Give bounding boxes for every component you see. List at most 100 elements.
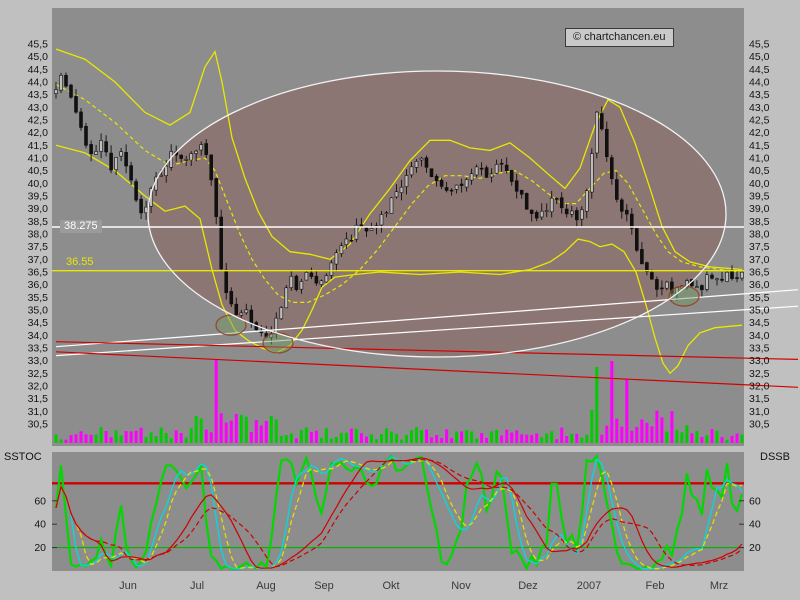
volume-bar (74, 434, 78, 443)
volume-bar (334, 437, 338, 443)
volume-bar (740, 434, 744, 443)
candle-body (459, 183, 464, 186)
volume-bar (139, 427, 143, 443)
candle-body (484, 167, 489, 178)
volume-bar (570, 433, 574, 443)
volume-bar (485, 437, 489, 443)
candle-body (79, 111, 83, 128)
candle-body (369, 228, 374, 231)
candle-body (624, 209, 629, 215)
volume-bars (54, 360, 744, 443)
volume-bar (665, 431, 669, 443)
candle-body (329, 262, 334, 276)
volume-bar (655, 410, 659, 443)
volume-bar (314, 430, 318, 443)
volume-bar (54, 434, 58, 443)
volume-bar (635, 426, 639, 443)
volume-bar (89, 434, 93, 443)
y-axis-label-left: 31,0 (28, 406, 49, 418)
volume-bar (114, 430, 118, 443)
candle-body (409, 166, 414, 176)
volume-bar (239, 414, 243, 443)
y-axis-label-left: 45,0 (28, 51, 49, 63)
volume-bar (575, 433, 579, 443)
y-axis-label-left: 42,5 (28, 115, 49, 127)
bollinger-upper (55, 48, 743, 271)
y-axis-label-left: 43,0 (28, 102, 49, 114)
volume-bar (695, 431, 699, 443)
y-axis-label-right: 43,5 (749, 89, 770, 101)
candle-body (524, 193, 529, 210)
y-axis-label-right: 38,5 (749, 216, 770, 228)
volume-bar (109, 437, 113, 443)
candle-body (439, 179, 444, 187)
volume-bar (134, 430, 138, 443)
volume-bar (64, 439, 68, 443)
candle-body (399, 186, 404, 193)
candle-body (735, 277, 739, 279)
y-axis-label-right: 37,0 (749, 254, 770, 266)
y-axis-label-left: 37,5 (28, 241, 49, 253)
bollinger-lower (55, 144, 743, 375)
candle-body (339, 245, 344, 254)
candle-body (655, 279, 659, 290)
candle-body (119, 151, 123, 157)
osc-label-right: 40 (749, 519, 761, 531)
candle-body (124, 152, 128, 167)
y-axis-label-left: 44,0 (28, 77, 49, 89)
volume-bar (690, 433, 694, 443)
volume-bar (299, 429, 303, 443)
candle-body (559, 197, 564, 209)
volume-bar (705, 435, 709, 443)
candle-body (599, 113, 604, 130)
volume-bar (359, 433, 363, 443)
candle-body (69, 84, 73, 98)
volume-bar (154, 436, 158, 443)
volume-bar (450, 438, 454, 443)
volume-bar (309, 432, 313, 443)
volume-bar (470, 431, 474, 443)
volume-bar (420, 430, 423, 443)
candle-body (544, 210, 549, 212)
candle-body (184, 159, 188, 161)
y-axis-label-left: 34,0 (28, 330, 49, 342)
volume-bar (269, 416, 273, 443)
month-label: Jul (190, 580, 204, 592)
volume-bar (149, 432, 153, 443)
candle-body (289, 275, 294, 288)
volume-bar (490, 431, 494, 443)
volume-bar (179, 433, 183, 443)
volume-bar (430, 437, 433, 443)
candle-body (634, 228, 639, 251)
volume-bar (425, 429, 428, 443)
y-axis-label-right: 31,0 (749, 406, 770, 418)
volume-bar (685, 425, 689, 443)
volume-bar (580, 437, 584, 443)
volume-bar (339, 432, 343, 443)
candle-body (144, 206, 148, 214)
volume-bar (349, 428, 353, 443)
candle-body (309, 272, 314, 277)
y-axis-label-left: 33,5 (28, 343, 49, 355)
volume-bar (605, 425, 609, 443)
candle-body (469, 173, 474, 181)
volume-bar (264, 421, 268, 443)
candle-body (629, 213, 634, 229)
volume-bar (164, 432, 168, 443)
y-axis-label-right: 38,0 (749, 229, 770, 241)
volume-bar (59, 439, 63, 443)
volume-bar (720, 437, 724, 443)
volume-bar (284, 435, 288, 443)
y-axis-label-right: 35,0 (749, 305, 770, 317)
osc-series-fast-k (54, 454, 744, 570)
candle-body (584, 190, 589, 212)
trendline-declining-red-2 (55, 351, 799, 388)
candle-body (614, 179, 619, 200)
month-label: Jun (119, 580, 137, 592)
volume-bar (715, 430, 719, 443)
volume-bar (169, 438, 173, 443)
candle-body (710, 274, 714, 279)
y-axis-label-right: 40,0 (749, 178, 770, 190)
volume-bar (214, 360, 218, 443)
y-axis-label-right: 36,5 (749, 267, 770, 279)
